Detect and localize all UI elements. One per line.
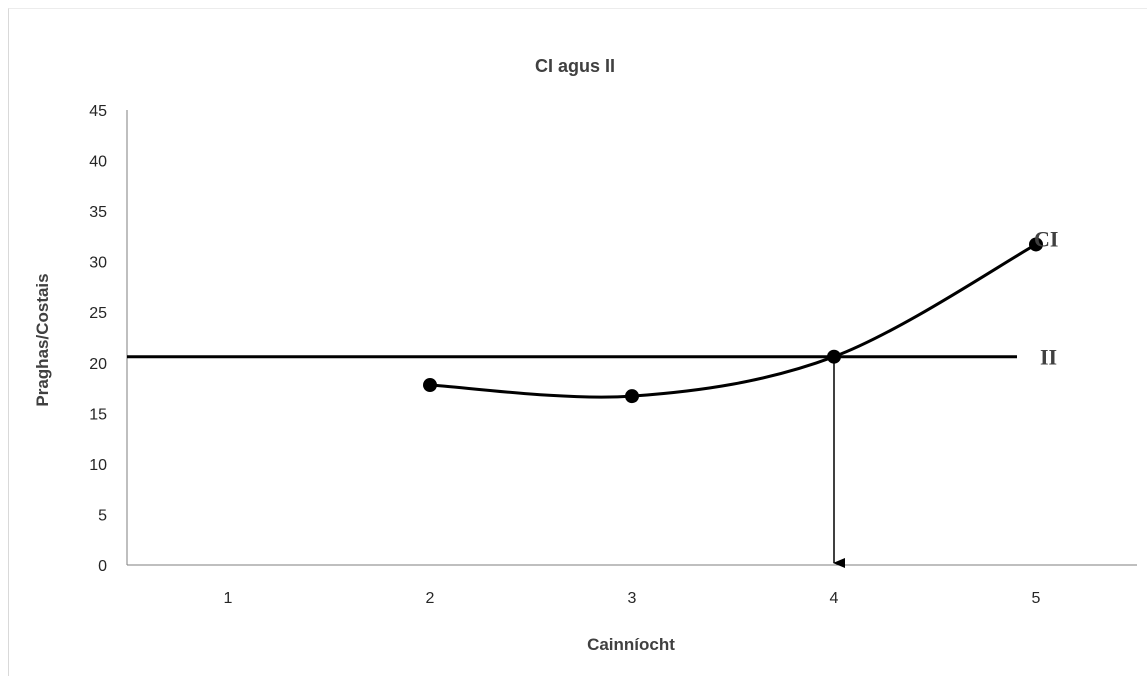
y-tick-label: 35 — [89, 204, 107, 221]
series-line-ci — [429, 243, 1037, 399]
y-tick-label: 25 — [89, 305, 107, 322]
x-tick-label: 3 — [628, 590, 637, 607]
x-tick-label: 5 — [1032, 590, 1041, 607]
y-tick-label: 30 — [89, 255, 107, 272]
ci-data-point — [423, 378, 437, 393]
y-tick-label: 15 — [89, 406, 107, 423]
ci-data-point — [827, 349, 841, 364]
x-tick-label: 1 — [224, 590, 233, 607]
ci-data-point — [625, 389, 639, 404]
chart-frame — [8, 8, 1147, 676]
y-tick-label: 40 — [89, 154, 107, 171]
x-tick-label: 2 — [426, 590, 435, 607]
series-label-ii: II — [1040, 345, 1057, 370]
x-axis-label: Cainníocht — [587, 635, 675, 654]
x-tick-label: 4 — [830, 590, 839, 607]
y-tick-label: 10 — [89, 457, 107, 474]
y-tick-label: 5 — [98, 507, 107, 524]
y-tick-label: 0 — [98, 558, 107, 575]
y-axis-label: Praghas/Costais — [33, 273, 52, 406]
ci-data-point — [1029, 237, 1043, 252]
y-tick-label: 45 — [89, 103, 107, 120]
series-label-ci: CI — [1034, 226, 1058, 251]
y-tick-label: 20 — [89, 356, 107, 373]
chart-title: CI agus II — [535, 56, 615, 76]
